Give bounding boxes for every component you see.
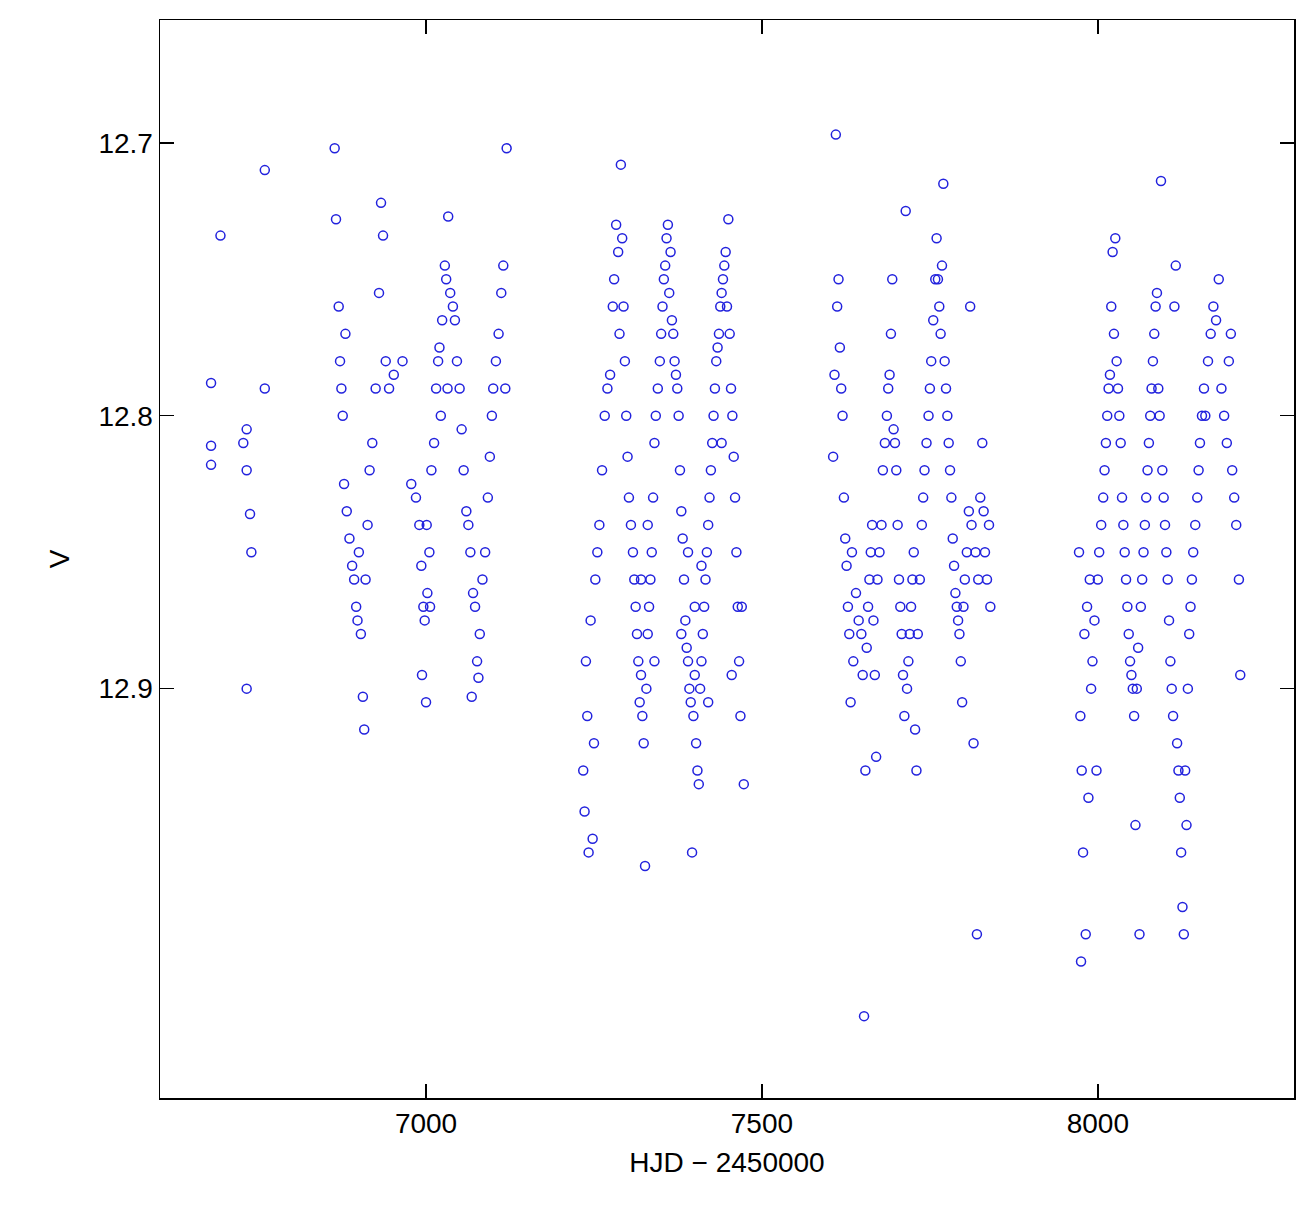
svg-text:12.8: 12.8 — [98, 401, 153, 432]
svg-text:HJD − 2450000: HJD − 2450000 — [629, 1147, 824, 1178]
svg-text:7000: 7000 — [395, 1108, 457, 1139]
svg-text:7500: 7500 — [731, 1108, 793, 1139]
svg-text:12.9: 12.9 — [98, 673, 153, 704]
svg-text:12.7: 12.7 — [98, 128, 153, 159]
svg-text:V: V — [44, 549, 75, 568]
svg-text:8000: 8000 — [1067, 1108, 1129, 1139]
